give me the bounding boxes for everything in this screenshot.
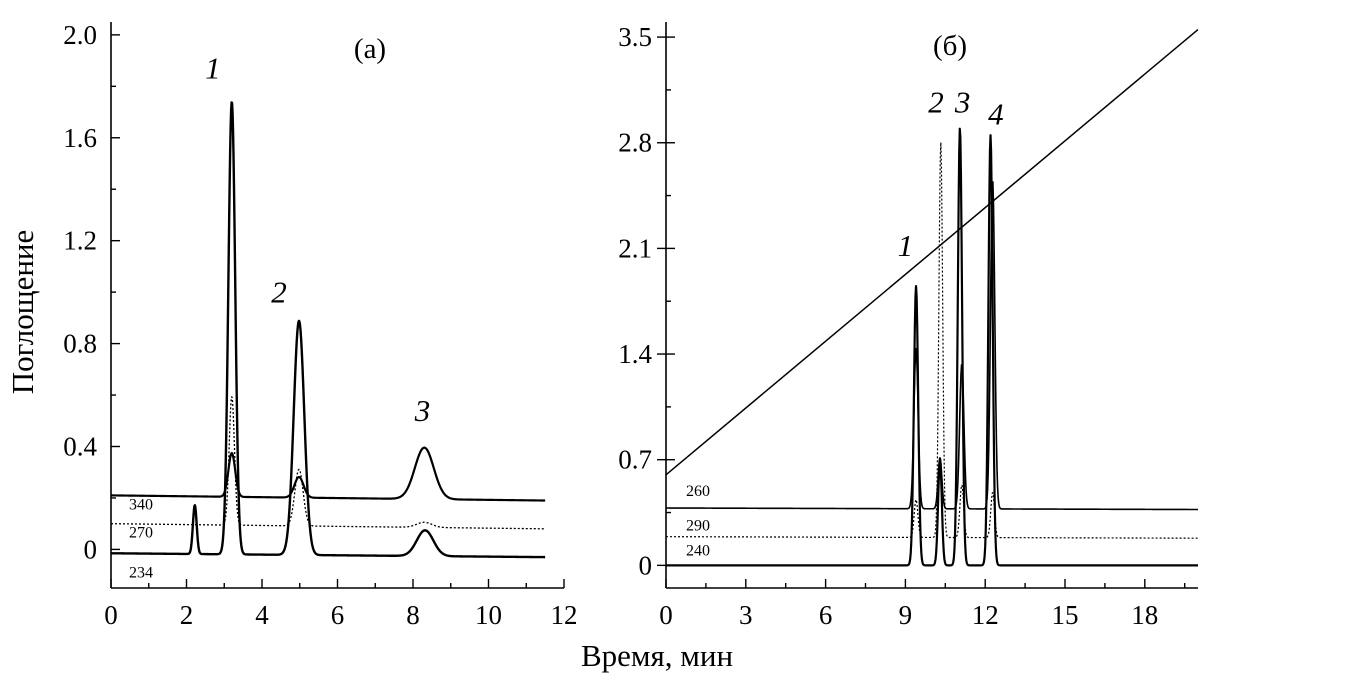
gradient-line xyxy=(665,28,1199,476)
x-tick-label: 4 xyxy=(255,600,269,630)
y-tick-label: 1.2 xyxy=(63,226,97,256)
series-label-234: 234 xyxy=(129,564,153,581)
y-tick-label: 0 xyxy=(639,550,653,580)
x-tick-label: 12 xyxy=(972,600,999,630)
x-tick-label: 6 xyxy=(331,600,345,630)
y-tick-label: 2.1 xyxy=(618,233,652,263)
x-tick-label: 18 xyxy=(1131,600,1158,630)
y-tick-label: 1.4 xyxy=(618,339,652,369)
peak-label-4: 4 xyxy=(988,97,1004,132)
panel-title: (а) xyxy=(354,33,386,65)
series-trace-270 xyxy=(110,396,546,530)
x-tick-label: 0 xyxy=(104,600,118,630)
series-trace-234 xyxy=(110,101,546,559)
x-tick-label: 9 xyxy=(899,600,913,630)
series-label-270: 270 xyxy=(129,525,153,542)
panel-title: (б) xyxy=(933,30,967,62)
series-trace-290 xyxy=(665,141,1199,539)
x-tick-label: 8 xyxy=(406,600,420,630)
peak-label-3: 3 xyxy=(414,393,431,428)
y-tick-label: 0 xyxy=(84,534,98,564)
y-tick-label: 1.6 xyxy=(63,123,97,153)
series-label-340: 340 xyxy=(129,496,153,513)
y-tick-label: 2.0 xyxy=(63,20,97,50)
series-trace-240 xyxy=(665,127,1199,567)
y-axis-title: Поглощение xyxy=(5,230,40,395)
x-tick-label: 0 xyxy=(659,600,673,630)
y-tick-label: 2.8 xyxy=(618,128,652,158)
x-tick-label: 12 xyxy=(551,600,578,630)
series-label-260: 260 xyxy=(686,483,710,500)
y-tick-label: 3.5 xyxy=(618,22,652,52)
x-tick-label: 10 xyxy=(475,600,502,630)
x-tick-label: 2 xyxy=(180,600,194,630)
peak-label-3: 3 xyxy=(954,85,971,120)
series-trace-260 xyxy=(665,181,1199,511)
x-tick-label: 15 xyxy=(1052,600,1079,630)
series-trace-340 xyxy=(110,446,546,502)
series-label-240: 240 xyxy=(686,542,710,559)
series-label-290: 290 xyxy=(686,518,710,535)
x-axis-title: Время, мин xyxy=(581,638,733,673)
x-tick-label: 6 xyxy=(819,600,833,630)
peak-label-2: 2 xyxy=(271,274,287,309)
peak-label-2: 2 xyxy=(928,85,944,120)
y-tick-label: 0.7 xyxy=(618,445,652,475)
y-tick-label: 0.4 xyxy=(63,432,97,462)
y-tick-label: 0.8 xyxy=(63,329,97,359)
peak-label-1: 1 xyxy=(205,51,221,86)
x-tick-label: 3 xyxy=(739,600,753,630)
peak-label-1: 1 xyxy=(898,228,914,263)
